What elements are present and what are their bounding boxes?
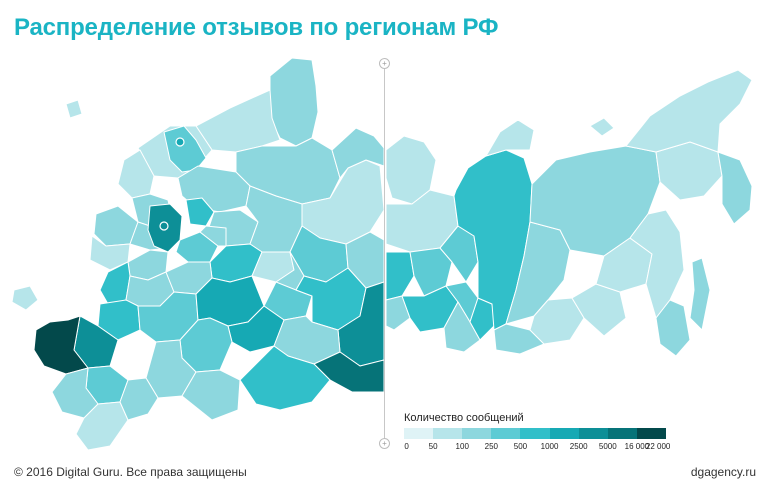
asian-regions (385, 69, 753, 357)
european-regions (11, 57, 385, 451)
legend-swatch (491, 428, 521, 439)
region-magadan[interactable] (655, 141, 723, 201)
site-link[interactable]: dgagency.ru (690, 465, 756, 479)
legend-tick-label: 100 (455, 442, 469, 451)
legend-swatch (520, 428, 550, 439)
legend-tick-label: 500 (513, 442, 528, 451)
legend-tick-label: 22 000 (645, 442, 671, 451)
region-astrakhan-kalmykia[interactable] (181, 369, 241, 421)
legend-swatch (404, 428, 434, 439)
region-buryatia[interactable] (529, 297, 585, 345)
legend-swatch (607, 428, 637, 439)
legend-tick-label: 0 (404, 442, 409, 451)
legend-tick-label: 50 (428, 442, 438, 451)
copyright-text: © 2016 Digital Guru. Все права защищены (14, 465, 247, 479)
region-dagestan[interactable] (75, 401, 129, 451)
region-crimea[interactable] (11, 285, 39, 311)
splitter-bottom-handle[interactable]: + (379, 438, 390, 449)
legend-title: Количество сообщений (404, 412, 524, 424)
legend-tick-label: 5000 (598, 442, 617, 451)
region-sverdlovsk[interactable] (385, 251, 415, 301)
map-svg[interactable] (0, 48, 772, 458)
russia-regions-map[interactable] (0, 48, 772, 458)
spb-marker[interactable] (175, 137, 185, 147)
legend-tick-label: 250 (484, 442, 499, 451)
region-yaroslavl[interactable] (185, 197, 215, 227)
region-new-siberian[interactable] (589, 117, 615, 137)
region-kamchatka[interactable] (717, 151, 753, 225)
legend-swatch (578, 428, 608, 439)
region-spb[interactable] (163, 125, 207, 173)
page-title: Распределение отзывов по регионам РФ (14, 14, 499, 41)
region-khabarovsk[interactable] (629, 209, 685, 319)
splitter-top-handle[interactable]: + (379, 58, 390, 69)
legend-tick-label: 16 000 (624, 442, 650, 451)
region-chukotka[interactable] (625, 69, 753, 153)
region-sakhalin[interactable] (689, 257, 711, 331)
region-kurgan[interactable] (385, 295, 411, 331)
moscow-marker[interactable] (159, 221, 169, 231)
legend-swatch (549, 428, 579, 439)
region-kalmykia[interactable] (119, 377, 159, 421)
legend-swatch (636, 428, 666, 439)
legend-ticks: 0 50 100 250 500 1000 2500 5000 16 000 22 000 (404, 442, 670, 456)
legend-swatch (433, 428, 463, 439)
region-kaliningrad[interactable] (65, 99, 83, 119)
region-primorye[interactable] (655, 299, 691, 357)
map-splitter-line[interactable] (384, 64, 385, 444)
legend-swatch (462, 428, 492, 439)
region-bryansk[interactable] (99, 261, 131, 305)
legend-tick-label: 1000 (540, 442, 559, 451)
region-krasnodar[interactable] (33, 315, 89, 375)
map-legend: Количество сообщений 0 50 100 250 500 1000 250… (404, 412, 670, 456)
region-south-kazakh-border[interactable] (239, 345, 331, 411)
legend-tick-label: 2500 (569, 442, 588, 451)
region-ivanovo[interactable] (199, 225, 227, 247)
region-arkhangelsk-north[interactable] (195, 89, 281, 153)
legend-color-scale (404, 428, 666, 439)
region-taimyr-islands[interactable] (485, 119, 535, 157)
